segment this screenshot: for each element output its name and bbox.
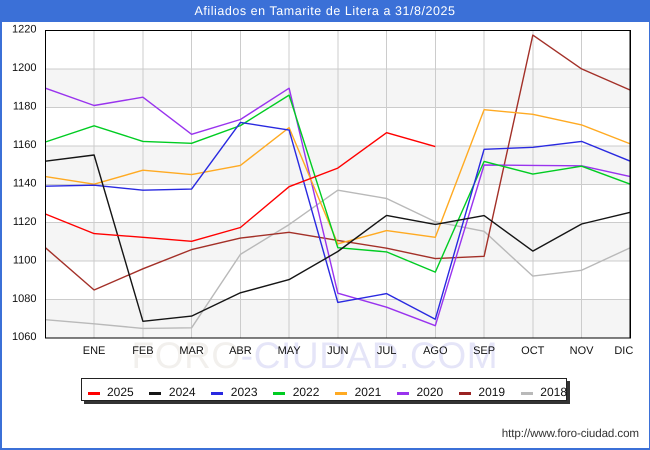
svg-text:1060: 1060 bbox=[12, 331, 36, 343]
svg-text:MAR: MAR bbox=[179, 345, 204, 357]
svg-text:1080: 1080 bbox=[12, 293, 36, 305]
svg-text:ENE: ENE bbox=[83, 345, 106, 357]
svg-text:JUN: JUN bbox=[327, 345, 348, 357]
svg-text:ABR: ABR bbox=[229, 345, 252, 357]
svg-text:NOV: NOV bbox=[570, 345, 595, 357]
svg-text:FEB: FEB bbox=[132, 345, 153, 357]
svg-text:OCT: OCT bbox=[521, 345, 545, 357]
svg-text:1120: 1120 bbox=[13, 216, 37, 228]
svg-text:1100: 1100 bbox=[13, 254, 37, 266]
svg-text:AGO: AGO bbox=[423, 345, 448, 357]
svg-text:1220: 1220 bbox=[12, 24, 36, 36]
svg-text:1140: 1140 bbox=[13, 177, 37, 189]
svg-text:1180: 1180 bbox=[13, 101, 37, 113]
svg-text:MAY: MAY bbox=[278, 345, 302, 357]
svg-text:JUL: JUL bbox=[377, 345, 397, 357]
svg-text:SEP: SEP bbox=[473, 345, 495, 357]
svg-text:1200: 1200 bbox=[12, 62, 36, 74]
svg-text:DIC: DIC bbox=[614, 345, 633, 357]
svg-text:1160: 1160 bbox=[13, 139, 37, 151]
